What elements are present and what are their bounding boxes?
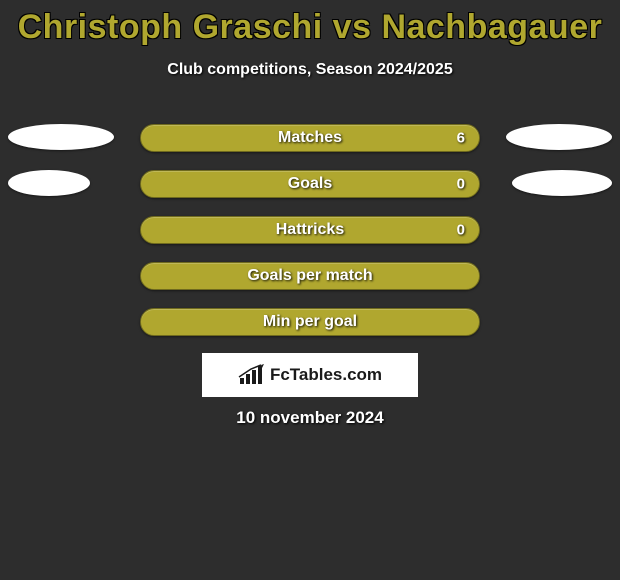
stat-label: Matches — [141, 129, 479, 147]
stat-value: 6 — [457, 130, 465, 147]
stat-bar: Goals0 — [140, 170, 480, 198]
right-ellipse — [512, 170, 612, 196]
stat-label: Goals per match — [141, 267, 479, 285]
stat-label: Hattricks — [141, 221, 479, 239]
stat-row: Goals0 — [0, 170, 620, 216]
stat-row: Goals per match — [0, 262, 620, 308]
stat-rows: Matches6Goals0Hattricks0Goals per matchM… — [0, 124, 620, 354]
left-ellipse — [8, 124, 114, 150]
right-ellipse — [506, 124, 612, 150]
brand-text: FcTables.com — [270, 365, 382, 385]
brand-badge: FcTables.com — [202, 353, 418, 397]
stat-bar: Goals per match — [140, 262, 480, 290]
stat-row: Matches6 — [0, 124, 620, 170]
stat-value: 0 — [457, 222, 465, 239]
date-label: 10 november 2024 — [0, 408, 620, 428]
stat-bar: Hattricks0 — [140, 216, 480, 244]
stat-bar: Min per goal — [140, 308, 480, 336]
bar-chart-icon — [238, 364, 264, 386]
stat-row: Hattricks0 — [0, 216, 620, 262]
left-ellipse — [8, 170, 90, 196]
stat-label: Goals — [141, 175, 479, 193]
stat-row: Min per goal — [0, 308, 620, 354]
stat-value: 0 — [457, 176, 465, 193]
subtitle: Club competitions, Season 2024/2025 — [0, 61, 620, 79]
stat-label: Min per goal — [141, 313, 479, 331]
stat-bar: Matches6 — [140, 124, 480, 152]
page-title: Christoph Graschi vs Nachbagauer — [0, 8, 620, 47]
